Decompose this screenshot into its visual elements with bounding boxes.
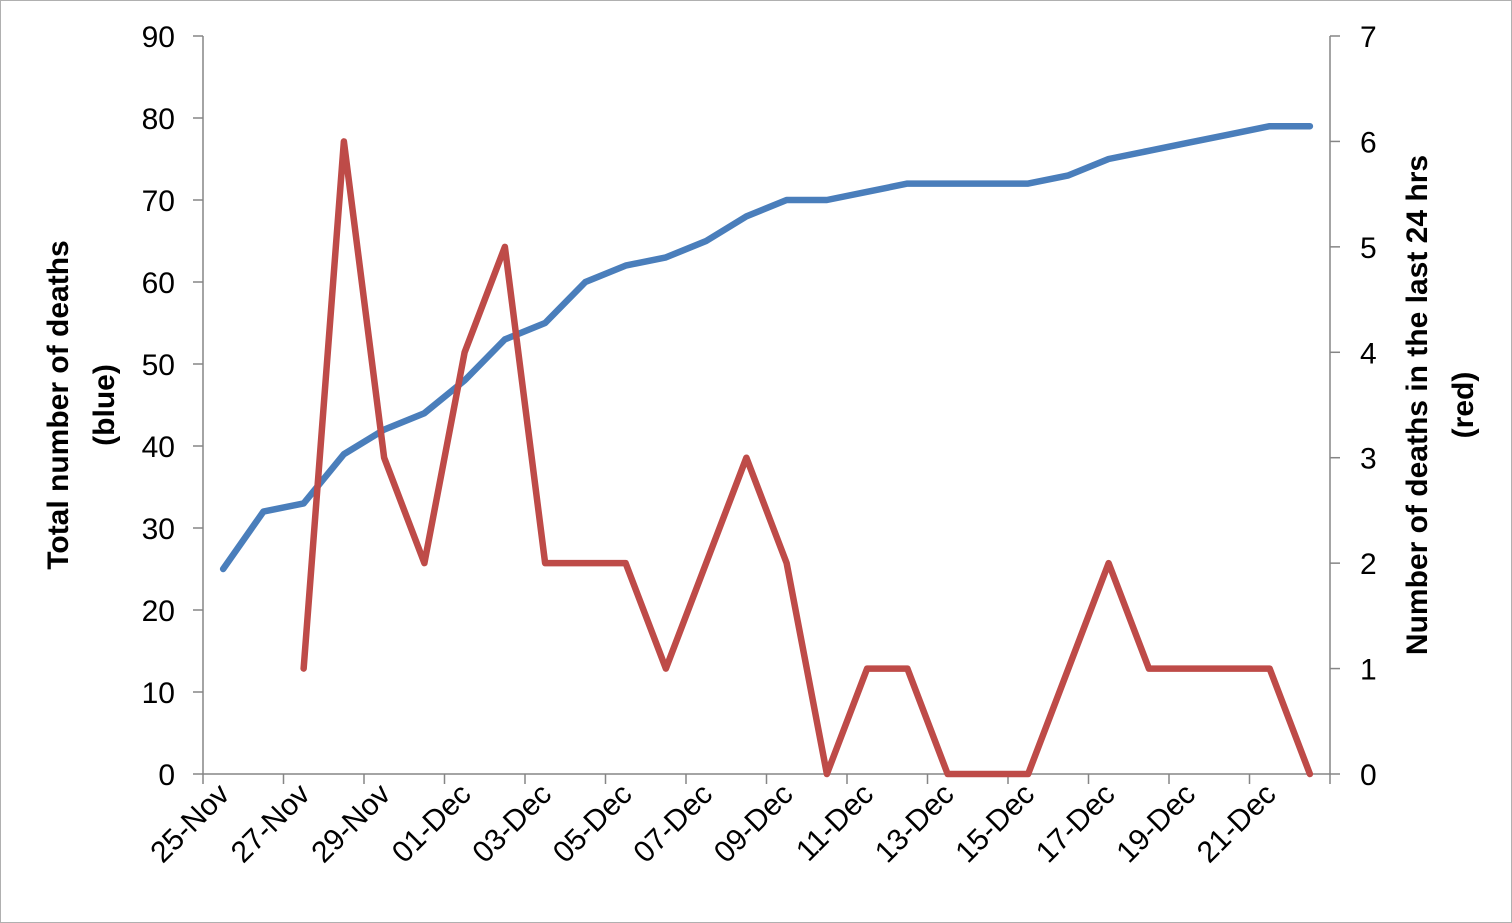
series-layer [219,122,1314,778]
left-tick-label: 60 [142,267,175,300]
x-tick-label: 07-Dec [627,778,719,870]
series-1-point [1148,668,1150,670]
series-0-point [1309,125,1311,127]
right-tick-label: 7 [1360,21,1377,54]
series-1-point [1269,668,1271,670]
left-axis-title-line: (blue) [88,364,121,446]
series-0-point [786,199,788,201]
series-1-point [826,773,828,775]
left-tick-label: 0 [158,759,175,792]
series-0-point [745,215,747,217]
x-tick-label: 17-Dec [1030,778,1122,870]
series-1-point [343,140,345,142]
right-tick-label: 6 [1360,126,1377,159]
series-0-point [705,240,707,242]
series-1-point [504,246,506,248]
series-line-daily-deaths [300,138,1314,778]
right-tick-label: 4 [1360,337,1377,370]
series-1-point [1188,668,1190,670]
x-tick-label: 01-Dec [386,778,478,870]
series-0-point [987,183,989,185]
series-1-point [1108,562,1110,564]
left-y-axis-title: Total number of deaths (blue) [42,240,121,569]
series-0-point [1027,183,1029,185]
series-0-point [544,322,546,324]
series-0-point [1269,125,1271,127]
series-0-point [464,379,466,381]
series-0-point [584,281,586,283]
series-0-point [383,429,385,431]
left-tick-label: 10 [142,677,175,710]
x-tick-label: 03-Dec [466,778,558,870]
series-0-point [1148,150,1150,152]
series-0-point [1228,133,1230,135]
series-0-point [303,502,305,504]
series-1-point [947,773,949,775]
series-0-point [262,511,264,513]
right-y-axis-title: Number of deaths in the last 24 hrs (red) [1401,155,1480,655]
left-tick-label: 40 [142,431,175,464]
series-0-point [1188,142,1190,144]
series-line-total-deaths [219,122,1314,573]
series-0-point [906,183,908,185]
x-tick-label: 27-Nov [225,778,317,870]
right-tick-label: 2 [1360,548,1377,581]
series-1-point [625,562,627,564]
series-0-point [1108,158,1110,160]
series-1-point [383,457,385,459]
right-y-axis-ticks: 0 1 2 3 4 5 6 7 [1330,21,1377,792]
series-1-point [1027,773,1029,775]
left-tick-label: 90 [142,21,175,54]
left-tick-label: 80 [142,103,175,136]
series-0-point [343,453,345,455]
series-1-point [584,562,586,564]
left-axis-title-line: Total number of deaths [42,240,75,569]
x-tick-label: 05-Dec [547,778,639,870]
series-1-point [544,562,546,564]
x-tick-label: 21-Dec [1191,778,1283,870]
right-tick-label: 1 [1360,654,1377,687]
left-tick-label: 70 [142,185,175,218]
series-1-point [906,668,908,670]
right-axis-title-line: (red) [1447,372,1480,439]
x-axis-ticks: 25-Nov27-Nov29-Nov01-Dec03-Dec05-Dec07-D… [144,774,1331,870]
left-y-axis-ticks: 0 10 20 30 40 50 60 70 80 90 [142,21,203,792]
right-tick-label: 0 [1360,759,1377,792]
series-1-point [303,668,305,670]
series-0-point [826,199,828,201]
series-0-point [625,265,627,267]
series-0-point [866,191,868,193]
series-1-point [1067,668,1069,670]
left-tick-label: 50 [142,349,175,382]
series-1-point [987,773,989,775]
right-tick-label: 3 [1360,443,1377,476]
series-0-point [222,568,224,570]
series-0-point [947,183,949,185]
series-1-point [1228,668,1230,670]
series-1-point [705,562,707,564]
x-tick-label: 13-Dec [869,778,961,870]
series-1-point [464,351,466,353]
left-tick-label: 20 [142,595,175,628]
x-tick-label: 19-Dec [1110,778,1202,870]
series-1-point [745,457,747,459]
left-tick-label: 30 [142,513,175,546]
x-tick-label: 29-Nov [305,778,397,870]
series-1-point [866,668,868,670]
series-1-point [423,562,425,564]
series-0-point [504,338,506,340]
series-0-point [665,256,667,258]
series-0-point [1067,174,1069,176]
series-1-point [665,668,667,670]
x-tick-label: 09-Dec [708,778,800,870]
series-1-point [786,562,788,564]
x-tick-label: 11-Dec [790,778,880,868]
series-1-point [1309,773,1311,775]
right-axis-title-line: Number of deaths in the last 24 hrs [1401,155,1434,655]
x-tick-label: 15-Dec [949,778,1041,870]
series-0-point [423,412,425,414]
right-tick-label: 5 [1360,232,1377,265]
